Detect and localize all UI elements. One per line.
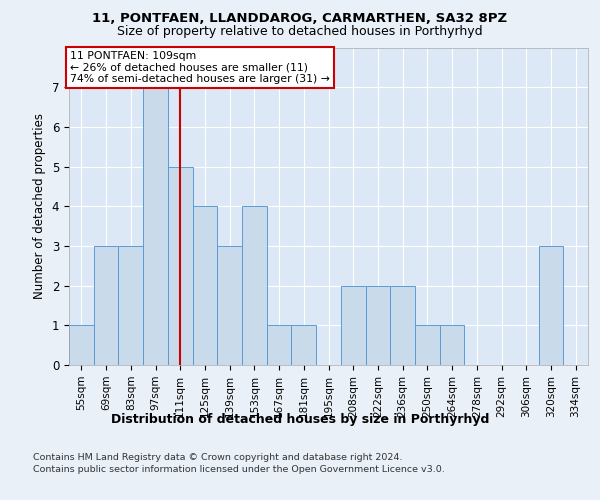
Text: 11 PONTFAEN: 109sqm
← 26% of detached houses are smaller (11)
74% of semi-detach: 11 PONTFAEN: 109sqm ← 26% of detached ho… [70,50,330,84]
Y-axis label: Number of detached properties: Number of detached properties [33,114,46,299]
Bar [168,166,193,365]
Bar [217,246,242,365]
Text: 11, PONTFAEN, LLANDDAROG, CARMARTHEN, SA32 8PZ: 11, PONTFAEN, LLANDDAROG, CARMARTHEN, SA… [92,12,508,26]
Bar [69,326,94,365]
Bar [94,246,118,365]
Bar [143,87,168,365]
Bar [118,246,143,365]
Bar [341,286,365,365]
Bar [539,246,563,365]
Text: Distribution of detached houses by size in Porthyrhyd: Distribution of detached houses by size … [111,412,489,426]
Bar [415,326,440,365]
Bar [193,206,217,365]
Text: Contains HM Land Registry data © Crown copyright and database right 2024.: Contains HM Land Registry data © Crown c… [33,452,403,462]
Bar [292,326,316,365]
Bar [242,206,267,365]
Text: Size of property relative to detached houses in Porthyrhyd: Size of property relative to detached ho… [117,25,483,38]
Bar [440,326,464,365]
Bar [390,286,415,365]
Text: Contains public sector information licensed under the Open Government Licence v3: Contains public sector information licen… [33,465,445,474]
Bar [365,286,390,365]
Bar [267,326,292,365]
